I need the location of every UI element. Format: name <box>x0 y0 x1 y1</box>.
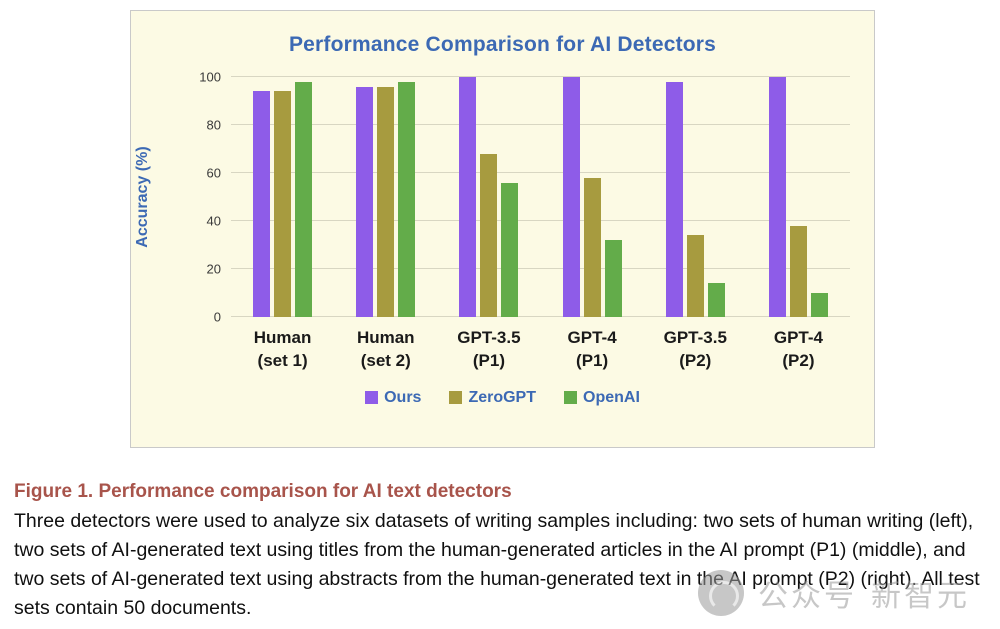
legend: Ours ZeroGPT OpenAI <box>131 389 874 407</box>
gridline <box>231 316 850 317</box>
legend-item-openai: OpenAI <box>564 389 640 407</box>
bar-zerogpt-5 <box>686 235 704 317</box>
y-axis-label: Accuracy (%) <box>134 146 151 248</box>
legend-swatch <box>564 391 577 405</box>
bar-zerogpt-1 <box>274 91 292 317</box>
y-tick-label: 20 <box>206 261 221 277</box>
bar-ours-4 <box>562 77 580 317</box>
y-tick-label: 40 <box>206 213 221 229</box>
legend-swatch <box>365 391 379 405</box>
bar-openai-3 <box>501 182 519 317</box>
bar-zerogpt-3 <box>480 153 498 317</box>
bar-zerogpt-4 <box>583 177 601 317</box>
gridline <box>231 124 850 125</box>
bar-ours-2 <box>356 86 374 317</box>
bar-openai-2 <box>398 81 416 317</box>
legend-swatch <box>449 391 463 405</box>
gridline <box>231 220 850 221</box>
bar-group <box>541 77 644 317</box>
bar-group <box>747 77 850 317</box>
gridline <box>231 172 850 173</box>
legend-label: Ours <box>384 388 422 406</box>
bar-openai-4 <box>604 240 622 317</box>
bar-zerogpt-2 <box>377 86 395 317</box>
bar-group <box>231 77 334 317</box>
y-tick-label: 60 <box>206 165 221 181</box>
figure-panel: Performance Comparison for AI Detectors … <box>130 10 875 448</box>
x-axis-labels: Human (set 1) Human (set 2) GPT-3.5 (P1) GP… <box>231 327 850 373</box>
bar-openai-6 <box>810 293 828 317</box>
bar-groups <box>231 77 850 317</box>
figure-description: Three detectors were used to analyze six… <box>14 510 980 619</box>
legend-label: OpenAI <box>583 388 640 406</box>
y-tick-label: 0 <box>213 309 221 325</box>
x-tick-label: GPT-4 (P2) <box>773 328 823 370</box>
bar-group <box>437 77 540 317</box>
bar-zerogpt-6 <box>789 225 807 317</box>
x-tick-label: GPT-4 (P1) <box>567 328 617 370</box>
gridline <box>231 76 850 77</box>
bar-openai-1 <box>295 81 313 317</box>
x-tick-label: Human (set 1) <box>253 328 312 370</box>
bar-ours-3 <box>459 77 477 317</box>
legend-item-ours: Ours <box>365 389 421 407</box>
y-tick-label: 100 <box>199 69 221 85</box>
y-tick-label: 80 <box>206 117 221 133</box>
figure-caption: Figure 1. Performance comparison for AI … <box>14 481 512 502</box>
bar-ours-1 <box>253 91 271 317</box>
x-tick-label: GPT-3.5 (P1) <box>457 328 521 370</box>
x-tick-label: Human (set 2) <box>356 328 415 370</box>
x-tick-label: GPT-3.5 (P2) <box>663 328 727 370</box>
chart-title: Performance Comparison for AI Detectors <box>288 33 717 56</box>
gridline <box>231 268 850 269</box>
bar-openai-5 <box>707 283 725 317</box>
bar-ours-6 <box>768 77 786 317</box>
legend-item-zerogpt: ZeroGPT <box>449 389 536 407</box>
legend-label: ZeroGPT <box>468 388 536 406</box>
bar-group <box>644 77 747 317</box>
bar-group <box>334 77 437 317</box>
bar-ours-5 <box>665 81 683 317</box>
plot-area: Accuracy (%) 0 20 40 60 80 100 <box>134 70 850 325</box>
